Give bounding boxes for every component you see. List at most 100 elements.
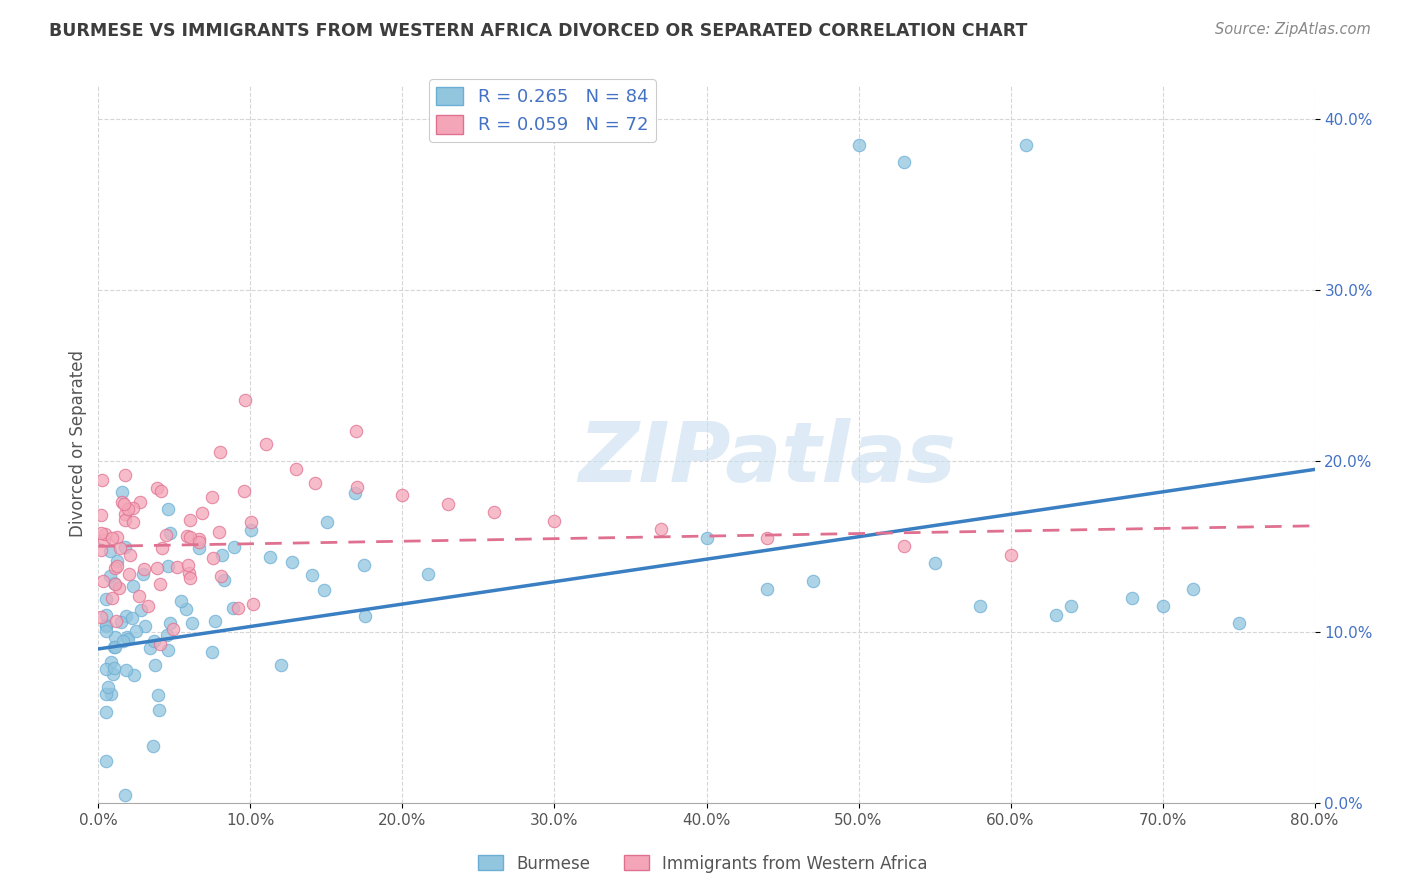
Point	[94, 617, 117, 632]
Point	[104, 561, 127, 575]
Point	[104, 640, 127, 654]
Point	[134, 618, 156, 632]
Point	[117, 632, 139, 646]
Point	[121, 516, 143, 530]
Point	[204, 614, 226, 628]
Point	[179, 572, 201, 586]
Legend: Burmese, Immigrants from Western Africa: Burmese, Immigrants from Western Africa	[471, 848, 935, 880]
Y-axis label: Divorced or Separated: Divorced or Separated	[69, 351, 87, 537]
Point	[142, 739, 165, 754]
Point	[90, 473, 112, 487]
Point	[226, 600, 249, 615]
Point	[1060, 599, 1083, 614]
Point	[91, 574, 114, 589]
Point	[112, 497, 135, 511]
Point	[105, 554, 128, 568]
Point	[105, 615, 128, 629]
Point	[118, 567, 141, 582]
Point	[136, 599, 159, 614]
Point	[143, 658, 166, 673]
Point	[93, 533, 115, 547]
Point	[801, 574, 824, 588]
Point	[174, 601, 197, 615]
Point	[111, 495, 134, 509]
Point	[1121, 591, 1143, 605]
Point	[208, 525, 231, 540]
Point	[117, 502, 139, 516]
Point	[1182, 582, 1205, 596]
Point	[145, 561, 167, 575]
Point	[416, 566, 439, 581]
Point	[285, 462, 308, 476]
Point	[101, 591, 124, 605]
Point	[115, 609, 138, 624]
Point	[146, 689, 169, 703]
Point	[232, 484, 254, 499]
Point	[111, 485, 134, 500]
Point	[242, 597, 264, 611]
Point	[1015, 137, 1038, 152]
Point	[121, 500, 143, 515]
Point	[1000, 548, 1022, 562]
Point	[179, 530, 201, 544]
Point	[100, 687, 122, 701]
Point	[103, 575, 125, 590]
Point	[156, 558, 179, 573]
Point	[90, 526, 112, 541]
Point	[209, 569, 232, 583]
Point	[187, 534, 209, 549]
Point	[114, 789, 136, 803]
Point	[177, 558, 200, 572]
Point	[94, 591, 117, 606]
Point	[159, 525, 181, 540]
Point	[114, 513, 136, 527]
Point	[94, 754, 117, 768]
Point	[201, 491, 224, 505]
Point	[98, 543, 121, 558]
Point	[848, 137, 870, 152]
Point	[159, 615, 181, 630]
Point	[157, 643, 180, 657]
Point	[101, 667, 124, 681]
Point	[304, 475, 326, 490]
Point	[139, 641, 162, 656]
Point	[181, 616, 204, 631]
Point	[201, 645, 224, 659]
Point	[90, 543, 112, 558]
Point	[100, 656, 122, 670]
Point	[166, 560, 188, 574]
Point	[118, 548, 141, 562]
Point	[316, 516, 339, 530]
Point	[240, 515, 263, 529]
Point	[122, 668, 145, 682]
Point	[187, 541, 209, 555]
Point	[233, 393, 256, 408]
Point	[112, 634, 135, 648]
Point	[90, 508, 112, 523]
Point	[696, 531, 718, 545]
Point	[94, 527, 117, 541]
Legend: R = 0.265   N = 84, R = 0.059   N = 72: R = 0.265 N = 84, R = 0.059 N = 72	[429, 79, 655, 142]
Point	[94, 619, 117, 633]
Point	[202, 551, 225, 566]
Point	[125, 624, 148, 638]
Point	[179, 566, 201, 581]
Point	[131, 603, 153, 617]
Point	[128, 590, 150, 604]
Point	[146, 481, 169, 495]
Point	[209, 445, 232, 459]
Point	[105, 559, 128, 574]
Point	[101, 531, 124, 545]
Point	[104, 577, 127, 591]
Point	[94, 662, 117, 676]
Point	[98, 569, 121, 583]
Point	[224, 540, 246, 554]
Point	[281, 555, 304, 569]
Point	[270, 657, 292, 672]
Point	[115, 631, 138, 645]
Point	[176, 529, 198, 543]
Point	[122, 579, 145, 593]
Point	[110, 615, 132, 630]
Point	[103, 661, 125, 675]
Point	[1045, 607, 1067, 622]
